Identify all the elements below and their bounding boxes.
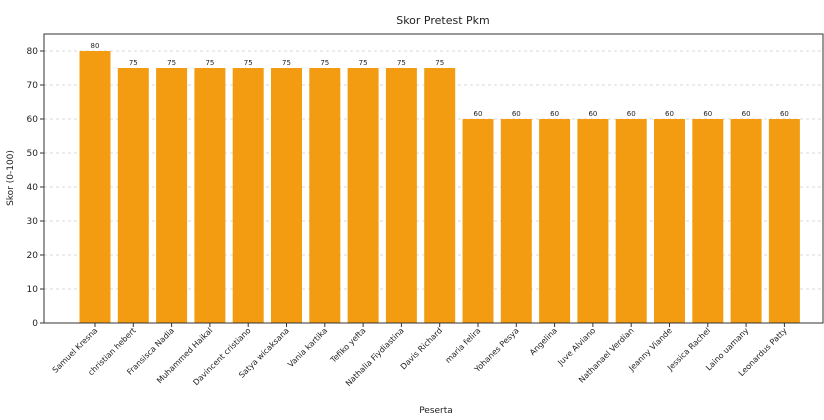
bar-value-label: 75 — [320, 59, 329, 67]
y-tick-label: 30 — [27, 217, 39, 227]
bar-value-label: 60 — [512, 110, 521, 118]
x-tick-label: Davis Richard — [399, 326, 444, 371]
y-tick-label: 80 — [27, 47, 39, 57]
y-tick-label: 10 — [27, 285, 39, 295]
y-tick-label: 0 — [32, 319, 38, 329]
bar — [577, 119, 609, 323]
bar — [79, 51, 111, 323]
bar — [654, 119, 685, 323]
bar-value-label: 75 — [129, 59, 138, 67]
bar — [117, 68, 149, 323]
bar — [500, 119, 532, 323]
bar-value-label: 75 — [244, 59, 253, 67]
bar-value-label: 75 — [359, 59, 368, 67]
bar — [156, 68, 188, 323]
bar — [615, 119, 647, 323]
x-tick-label: Vania kartika — [286, 326, 329, 369]
plot-frame — [43, 33, 824, 324]
bar-value-label: 75 — [205, 59, 214, 67]
y-ticks: 0 10 20 30 40 50 60 70 80 — [27, 47, 44, 329]
bar-value-label: 80 — [91, 42, 100, 50]
bar — [194, 68, 226, 323]
bar-value-label: 60 — [627, 110, 636, 118]
value-labels: 80 75 75 75 75 75 75 75 75 75 60 60 60 60 60 60 60 60 60 — [91, 42, 789, 118]
bar-value-label: 60 — [703, 110, 712, 118]
y-tick-label: 70 — [27, 81, 39, 91]
bar — [539, 119, 571, 323]
chart-title: Skor Pretest Pkm — [396, 14, 490, 27]
y-axis-label: Skor (0-100) — [6, 150, 16, 206]
bar-value-label: 75 — [397, 59, 406, 67]
bar-value-label: 75 — [435, 59, 444, 67]
axes — [43, 33, 824, 324]
x-tick-label: maria felira — [444, 326, 483, 365]
bar-value-label: 60 — [742, 110, 751, 118]
x-tick-label: Juve Alviano — [555, 326, 597, 368]
bar — [309, 68, 341, 323]
bar-value-label: 75 — [167, 59, 176, 67]
bar-value-label: 60 — [474, 110, 483, 118]
bar-value-label: 60 — [588, 110, 597, 118]
bar-value-label: 60 — [780, 110, 789, 118]
bar — [692, 119, 724, 323]
bars — [79, 51, 800, 323]
bar — [232, 68, 264, 323]
y-tick-label: 20 — [27, 251, 39, 261]
y-tick-label: 60 — [27, 115, 39, 125]
x-axis-label: Peserta — [419, 406, 453, 416]
bar — [347, 68, 379, 323]
bar-value-label: 75 — [282, 59, 291, 67]
bar-value-label: 60 — [550, 110, 559, 118]
bar — [424, 68, 456, 323]
bar-value-label: 60 — [665, 110, 674, 118]
x-tick-label: Angelina — [528, 326, 559, 357]
y-tick-label: 40 — [27, 183, 39, 193]
bar — [768, 119, 800, 323]
bar — [271, 68, 302, 323]
bar — [462, 119, 494, 323]
bar — [385, 68, 417, 323]
x-tick-label: Tefiko yefta — [328, 326, 367, 365]
y-tick-label: 50 — [27, 149, 39, 159]
bar — [730, 119, 762, 323]
